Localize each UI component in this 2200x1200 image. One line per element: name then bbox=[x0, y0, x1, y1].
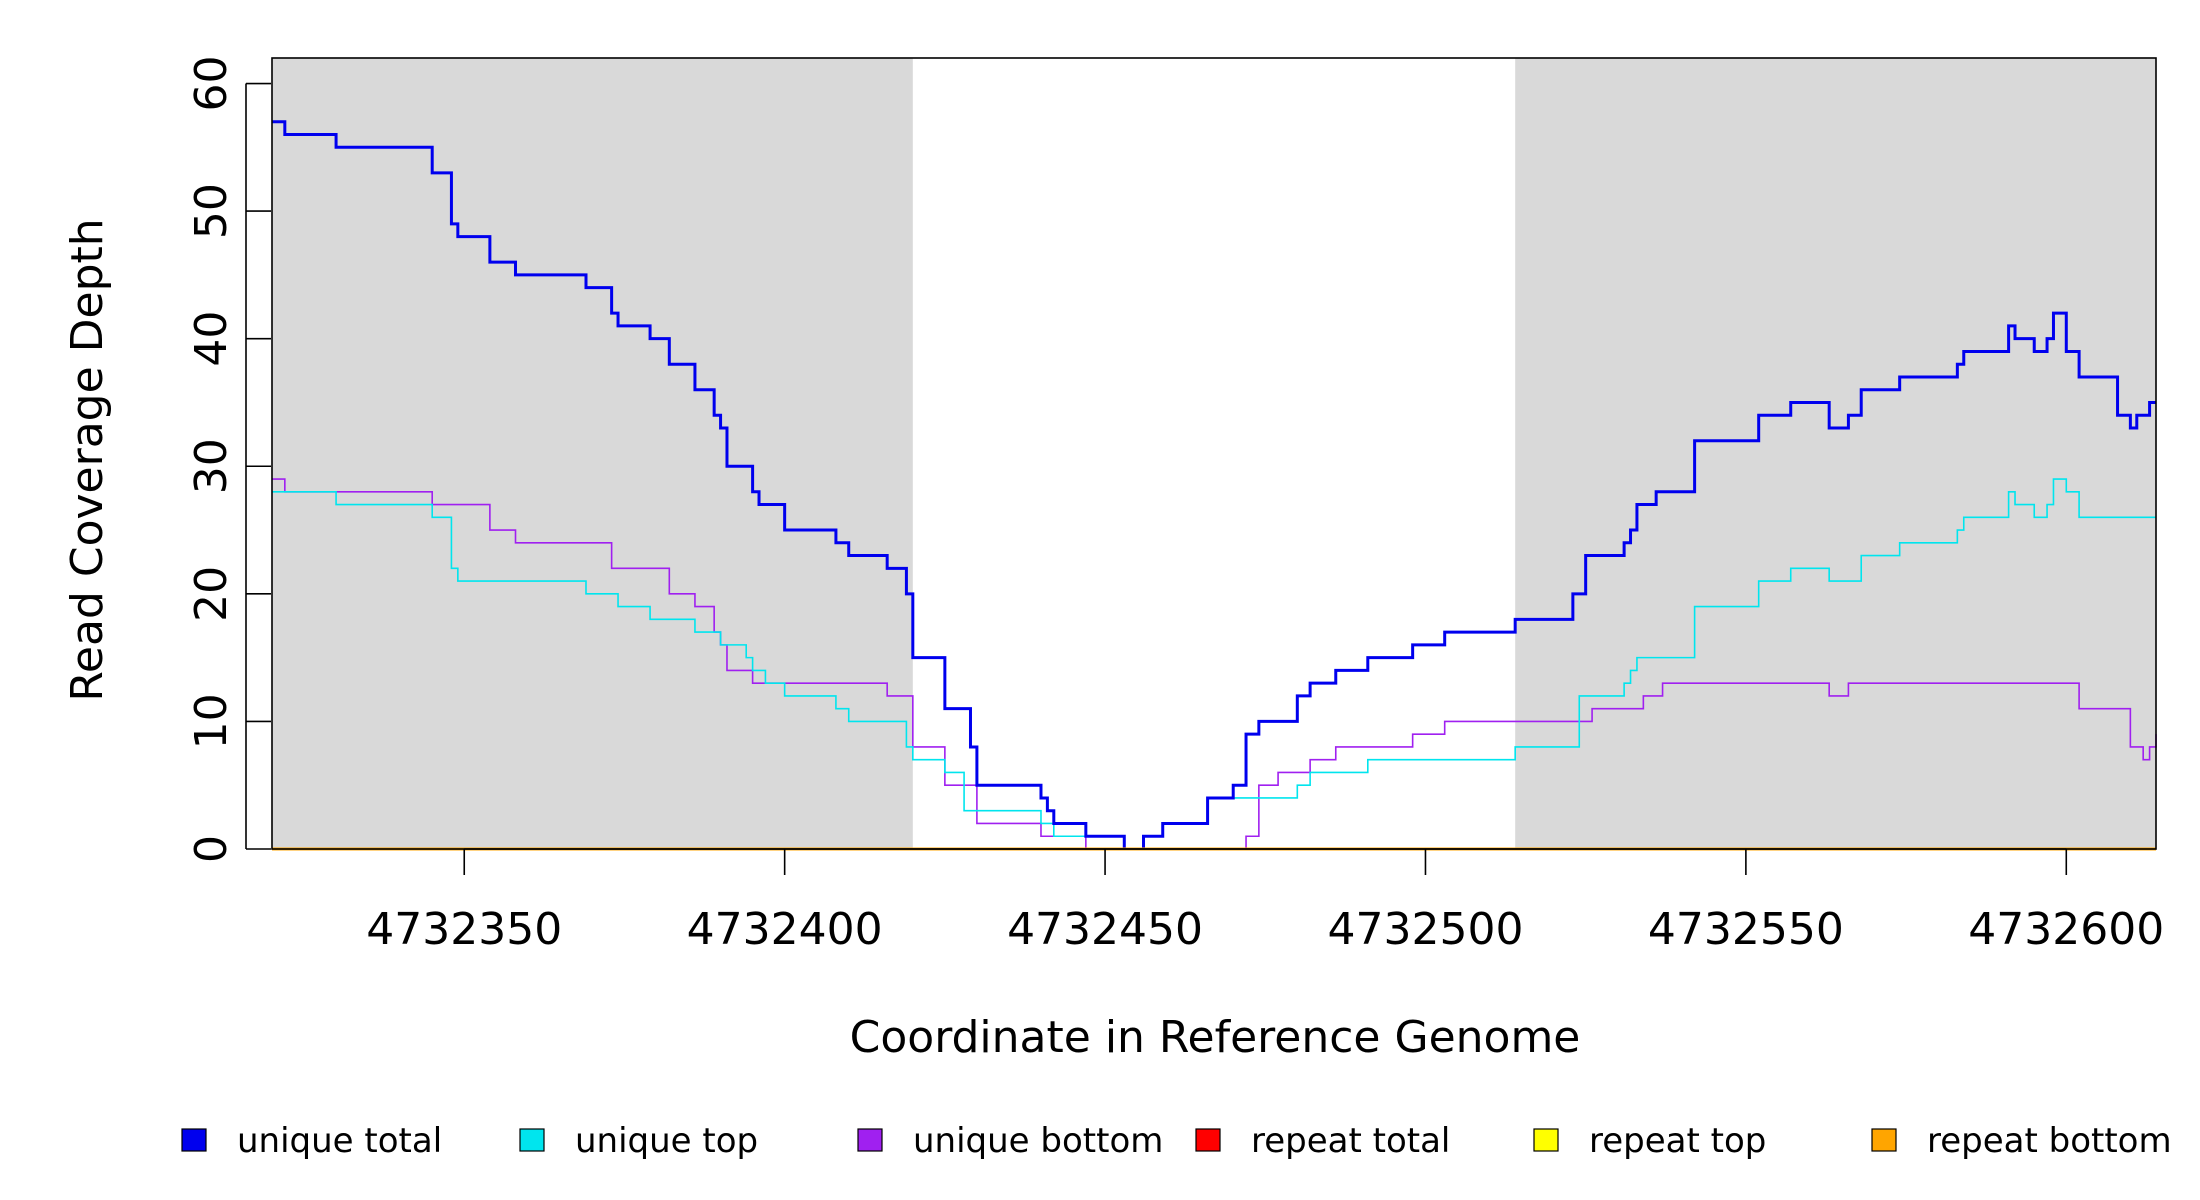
legend-label-repeat-total: repeat total bbox=[1251, 1121, 1450, 1161]
legend-swatch-unique-bottom bbox=[857, 1128, 883, 1152]
y-tick-label: 30 bbox=[186, 438, 237, 494]
x-tick-label: 4732550 bbox=[1648, 904, 1844, 955]
x-tick-label: 4732350 bbox=[366, 904, 562, 955]
y-tick-label: 40 bbox=[186, 311, 237, 367]
legend-swatch-unique-top bbox=[519, 1128, 545, 1152]
shaded-region-1 bbox=[272, 58, 913, 849]
legend-swatch-repeat-total bbox=[1195, 1128, 1221, 1152]
y-axis-title: Read Coverage Depth bbox=[62, 218, 113, 701]
legend-swatch-unique-total bbox=[181, 1128, 207, 1152]
y-tick-label: 50 bbox=[186, 183, 237, 239]
legend-label-repeat-top: repeat top bbox=[1589, 1121, 1766, 1161]
legend-swatch-repeat-bottom bbox=[1871, 1128, 1897, 1152]
legend-label-unique-bottom: unique bottom bbox=[913, 1121, 1163, 1161]
y-axis: 0 10 20 30 40 50 60 bbox=[186, 56, 271, 863]
x-axis-title: Coordinate in Reference Genome bbox=[850, 1012, 1581, 1063]
y-tick-label: 20 bbox=[186, 566, 237, 622]
y-tick-label: 0 bbox=[186, 835, 237, 863]
legend-label-repeat-bottom: repeat bottom bbox=[1927, 1121, 2172, 1161]
legend-label-unique-total: unique total bbox=[237, 1121, 442, 1161]
legend: unique total unique top unique bottom repea… bbox=[181, 1121, 2172, 1161]
x-axis: 4732350 4732400 4732450 4732500 4732550 47326… bbox=[366, 848, 2164, 955]
x-tick-label: 4732500 bbox=[1327, 904, 1523, 955]
legend-label-unique-top: unique top bbox=[575, 1121, 758, 1161]
y-tick-label: 10 bbox=[186, 693, 237, 749]
x-tick-label: 4732450 bbox=[1007, 904, 1203, 955]
x-tick-label: 4732600 bbox=[1968, 904, 2164, 955]
shaded-region-2 bbox=[1515, 58, 2156, 849]
shaded-regions bbox=[272, 58, 2156, 849]
series-line-unique-total bbox=[272, 120, 2156, 851]
x-tick-label: 4732400 bbox=[687, 904, 883, 955]
y-tick-label: 60 bbox=[186, 56, 237, 112]
legend-swatch-repeat-top bbox=[1533, 1128, 1559, 1152]
